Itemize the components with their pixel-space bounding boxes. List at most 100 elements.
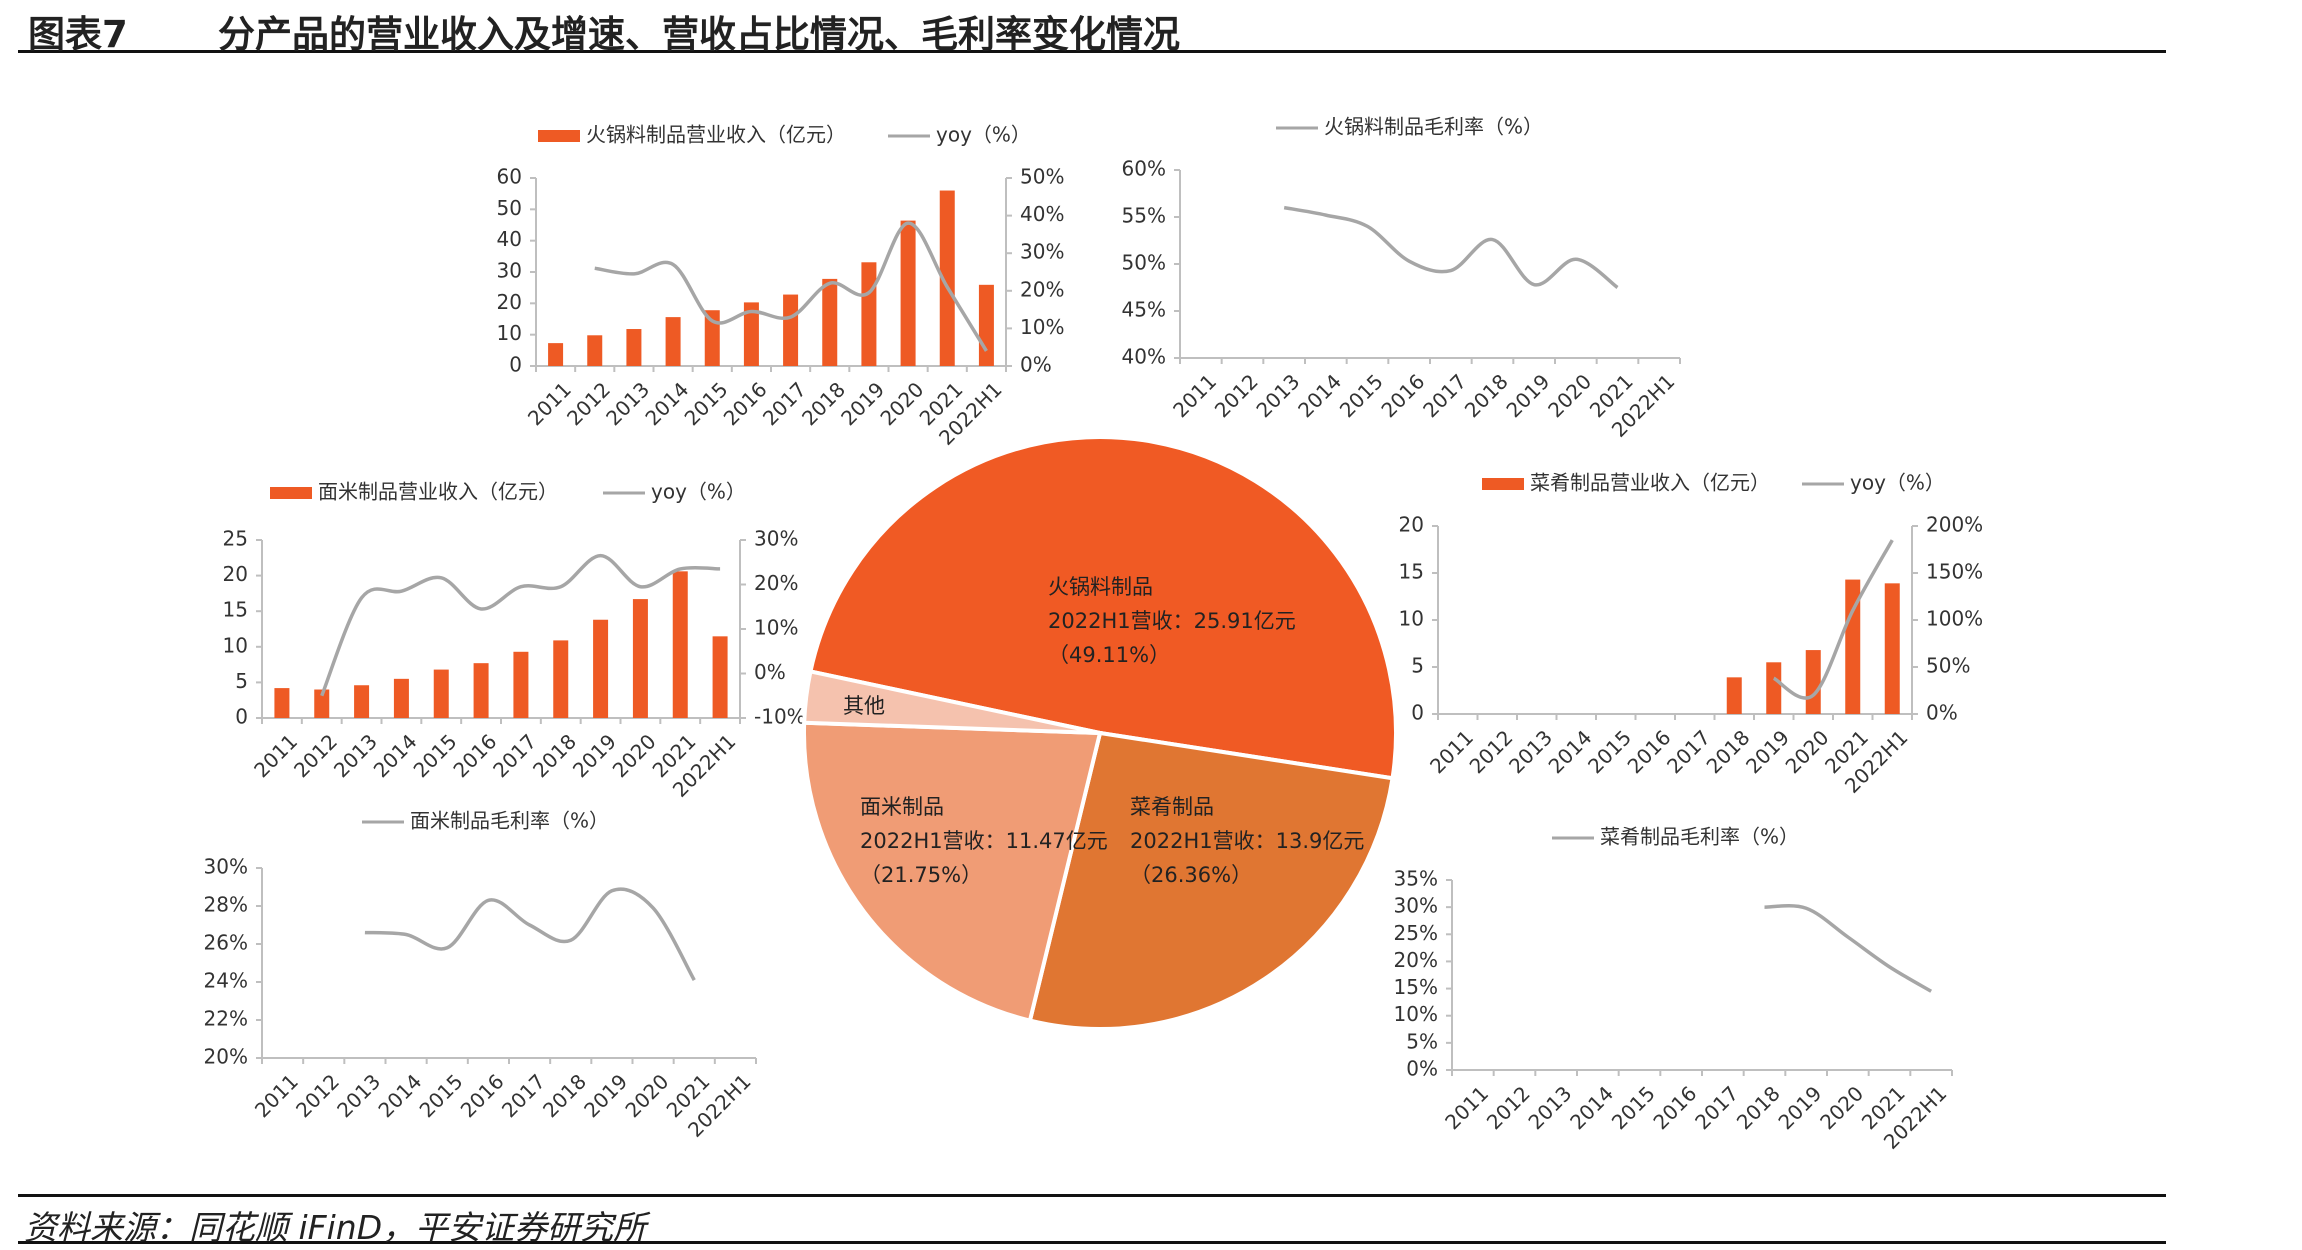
noodle-revenue-bar — [354, 685, 370, 718]
noodle-margin-ytick-label: 20% — [204, 1045, 248, 1069]
noodle-margin-xtick-label: 2015 — [415, 1069, 468, 1122]
noodle-margin-series-line — [364, 887, 696, 981]
hotpot-revenue-bar — [743, 302, 759, 366]
noodle-revenue-legend-bar-swatch — [270, 487, 312, 499]
noodle-margin-ytick-label: 24% — [204, 969, 248, 993]
dish-margin-xtick-label: 2014 — [1565, 1081, 1618, 1134]
dish-margin-ytick-label: 10% — [1394, 1002, 1438, 1026]
noodle-margin-xtick-label: 2012 — [291, 1069, 344, 1122]
hotpot-revenue-xtick-label: 2018 — [797, 377, 850, 430]
noodle-revenue-y2tick-label: 20% — [754, 571, 798, 595]
noodle-revenue-xtick-label: 2014 — [369, 729, 422, 782]
pie-slice-label: （21.75%） — [860, 863, 982, 887]
hotpot-margin-xtick-label: 2014 — [1293, 369, 1346, 422]
dish-margin-xtick-label: 2011 — [1440, 1081, 1493, 1134]
hotpot-revenue-bar — [626, 329, 642, 366]
dish-revenue-y2tick-label: 150% — [1926, 560, 1983, 584]
hotpot-revenue-ytick-label: 60 — [497, 165, 522, 189]
dish-revenue-legend-label: 菜肴制品营业收入（亿元） — [1530, 471, 1770, 495]
noodle-margin-ytick-label: 30% — [204, 855, 248, 879]
dish-revenue-xtick-label: 2016 — [1623, 725, 1676, 778]
dish-revenue-xtick-label: 2011 — [1425, 725, 1478, 778]
dish-revenue-xtick-label: 2013 — [1504, 725, 1557, 778]
hotpot-margin-xtick-label: 2020 — [1543, 369, 1596, 422]
noodle-revenue-bar — [712, 636, 728, 718]
noodle-revenue-xtick-label: 2019 — [568, 729, 621, 782]
noodle-margin-xtick-label: 2020 — [620, 1069, 673, 1122]
pie-slice-label: 面米制品 — [860, 795, 944, 819]
noodle-margin-chart: 20%22%24%26%28%30%2011201220132014201520… — [204, 809, 757, 1142]
figure-title: 分产品的营业收入及增速、营收占比情况、毛利率变化情况 — [218, 13, 1180, 56]
noodle-revenue-xtick-label: 2013 — [329, 729, 382, 782]
hotpot-margin-xtick-label: 2019 — [1501, 369, 1554, 422]
noodle-margin-xtick-label: 2018 — [538, 1069, 591, 1122]
noodle-revenue-chart: 0510152025-10%0%10%20%30%201120122013201… — [223, 480, 806, 802]
dish-revenue-bar — [1726, 677, 1742, 714]
hotpot-revenue-legend-label: yoy（%） — [936, 123, 1031, 147]
pie-slice-label: 菜肴制品 — [1130, 795, 1214, 819]
hotpot-revenue-bar — [587, 335, 603, 366]
hotpot-revenue-ytick-label: 50 — [497, 196, 522, 220]
dish-revenue-chart: 051015200%50%100%150%200%201120122013201… — [1399, 471, 1984, 798]
noodle-revenue-bar — [672, 571, 688, 718]
dish-revenue-xtick-label: 2018 — [1702, 725, 1755, 778]
hotpot-revenue-xtick-label: 2019 — [836, 377, 889, 430]
noodle-revenue-ytick-label: 10 — [223, 633, 248, 657]
hotpot-margin-xtick-label: 2016 — [1376, 369, 1429, 422]
dish-revenue-xtick-label: 2020 — [1781, 725, 1834, 778]
hotpot-margin-xtick-label: 2018 — [1460, 369, 1513, 422]
hotpot-revenue-ytick-label: 10 — [497, 321, 522, 345]
hotpot-revenue-bar — [939, 190, 955, 366]
hotpot-revenue-bar — [900, 220, 916, 366]
noodle-revenue-ytick-label: 5 — [235, 669, 248, 693]
hotpot-revenue-chart: 01020304050600%10%20%30%40%50%2011201220… — [497, 123, 1065, 450]
noodle-margin-ytick-label: 22% — [204, 1007, 248, 1031]
noodle-margin-xtick-label: 2011 — [250, 1069, 303, 1122]
hotpot-revenue-y2tick-label: 10% — [1020, 315, 1064, 339]
dish-margin-xtick-label: 2012 — [1482, 1081, 1535, 1134]
hotpot-revenue-series-line — [594, 221, 988, 352]
dish-revenue-series-line — [1772, 539, 1894, 700]
hotpot-revenue-bar — [783, 294, 799, 366]
noodle-revenue-bar — [553, 640, 569, 718]
dish-revenue-bar — [1805, 650, 1821, 714]
dish-revenue-bar — [1884, 583, 1900, 714]
pie-slice-label: （49.11%） — [1048, 643, 1170, 667]
hotpot-margin-ytick-label: 50% — [1122, 251, 1166, 275]
pie-slice-label: 2022H1营收：13.9亿元 — [1130, 829, 1364, 853]
dish-revenue-ytick-label: 15 — [1399, 560, 1424, 584]
hotpot-margin-xtick-label: 2017 — [1418, 369, 1471, 422]
hotpot-revenue-xtick-label: 2013 — [601, 377, 654, 430]
dish-revenue-xtick-label: 2017 — [1662, 725, 1715, 778]
hotpot-margin-xtick-label: 2013 — [1251, 369, 1304, 422]
noodle-revenue-xtick-label: 2016 — [448, 729, 501, 782]
dish-revenue-ytick-label: 10 — [1399, 607, 1424, 631]
dish-margin-xtick-label: 2015 — [1607, 1081, 1660, 1134]
noodle-revenue-legend-label: 面米制品营业收入（亿元） — [318, 480, 558, 504]
noodle-margin-xtick-label: 2016 — [456, 1069, 509, 1122]
dish-margin-xtick-label: 2013 — [1523, 1081, 1576, 1134]
dish-revenue-ytick-label: 20 — [1399, 513, 1424, 537]
dish-margin-ytick-label: 0% — [1406, 1057, 1438, 1081]
dish-margin-ytick-label: 5% — [1406, 1029, 1438, 1053]
pie-slice-label: 2022H1营收：25.91亿元 — [1048, 609, 1296, 633]
pie-slice — [802, 720, 1103, 1024]
hotpot-revenue-ytick-label: 0 — [509, 353, 522, 377]
figure-number: 图表7 — [28, 13, 128, 56]
noodle-revenue-bar — [473, 663, 489, 718]
dish-revenue-xtick-label: 2012 — [1465, 725, 1518, 778]
hotpot-revenue-xtick-label: 2016 — [719, 377, 772, 430]
noodle-revenue-bar — [593, 619, 609, 718]
dish-margin-ytick-label: 30% — [1394, 894, 1438, 918]
dish-margin-xtick-label: 2020 — [1815, 1081, 1868, 1134]
dish-margin-ytick-label: 15% — [1394, 975, 1438, 999]
dish-margin-xtick-label: 2017 — [1690, 1081, 1743, 1134]
hotpot-margin-ytick-label: 45% — [1122, 298, 1166, 322]
noodle-revenue-ytick-label: 0 — [235, 705, 248, 729]
hotpot-margin-series-line — [1283, 205, 1619, 289]
hotpot-margin-ytick-label: 55% — [1122, 204, 1166, 228]
dish-revenue-xtick-label: 2019 — [1741, 725, 1794, 778]
hotpot-revenue-ytick-label: 20 — [497, 290, 522, 314]
hotpot-revenue-y2tick-label: 30% — [1020, 240, 1064, 264]
